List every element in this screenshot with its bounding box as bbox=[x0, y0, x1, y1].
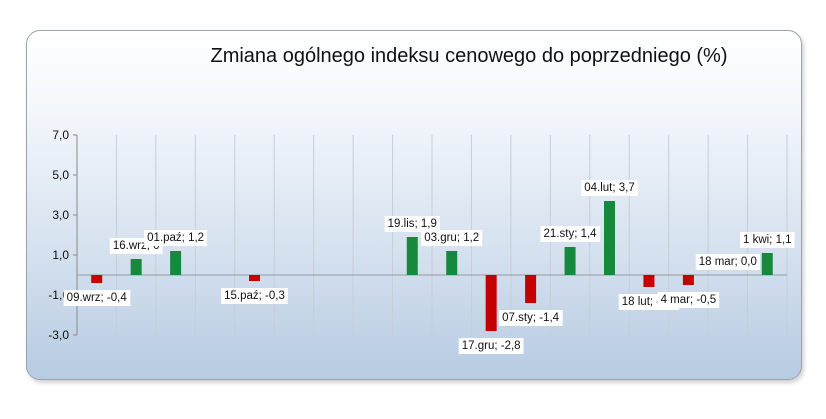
data-label-box bbox=[739, 232, 795, 248]
y-tick-label: 1,0 bbox=[52, 248, 69, 262]
bar bbox=[604, 201, 615, 275]
data-label-box bbox=[63, 290, 131, 306]
data-label: 09.wrz; -0,4 bbox=[67, 292, 128, 304]
bar bbox=[446, 251, 458, 275]
data-label: 4 mar; -0,5 bbox=[661, 294, 717, 306]
data-label: 07.sty; -1,4 bbox=[502, 312, 559, 324]
bar bbox=[682, 275, 694, 285]
data-label: 1 kwi; 1,1 bbox=[743, 234, 792, 246]
y-tick-label: 7,0 bbox=[52, 128, 69, 142]
data-label-box bbox=[144, 230, 208, 246]
data-label-box bbox=[384, 216, 440, 232]
bar bbox=[485, 275, 497, 331]
bar bbox=[130, 259, 142, 275]
data-label-box bbox=[657, 292, 720, 308]
chart-plot: 7,05,03,01,0-1,0-3,009.wrz; -0,416.wrz; … bbox=[48, 128, 795, 354]
data-label-box bbox=[540, 226, 601, 242]
data-label: 18 mar; 0,0 bbox=[699, 256, 757, 268]
data-label-box bbox=[221, 288, 288, 304]
data-label: 21.sty; 1,4 bbox=[544, 228, 598, 240]
data-label: 19.lis; 1,9 bbox=[388, 218, 437, 230]
bar bbox=[91, 275, 103, 283]
chart-title: Zmiana ogólnego indeksu cenowego do popr… bbox=[210, 45, 728, 67]
data-label-box bbox=[695, 254, 760, 270]
data-label-box bbox=[581, 180, 638, 196]
data-label-box bbox=[421, 230, 483, 246]
data-label: 01.paź; 1,2 bbox=[147, 232, 204, 244]
data-label: 17.gru; -2,8 bbox=[462, 340, 521, 352]
bar bbox=[643, 275, 655, 287]
bar bbox=[406, 237, 418, 275]
bar bbox=[564, 247, 576, 275]
bar bbox=[525, 275, 537, 303]
bar bbox=[170, 251, 182, 275]
data-label-box bbox=[458, 338, 524, 354]
data-label: 15.paź; -0,3 bbox=[224, 290, 285, 302]
chart-frame: Zmiana ogólnego indeksu cenowego do popr… bbox=[26, 30, 802, 380]
data-label: 03.gru; 1,2 bbox=[424, 232, 479, 244]
bar bbox=[761, 253, 773, 275]
data-label-box bbox=[499, 310, 563, 326]
y-tick-label: 3,0 bbox=[52, 208, 69, 222]
data-label: 04.lut; 3,7 bbox=[584, 182, 635, 194]
y-tick-label: -3,0 bbox=[48, 328, 69, 342]
bar bbox=[249, 275, 260, 281]
y-tick-label: 5,0 bbox=[52, 168, 69, 182]
